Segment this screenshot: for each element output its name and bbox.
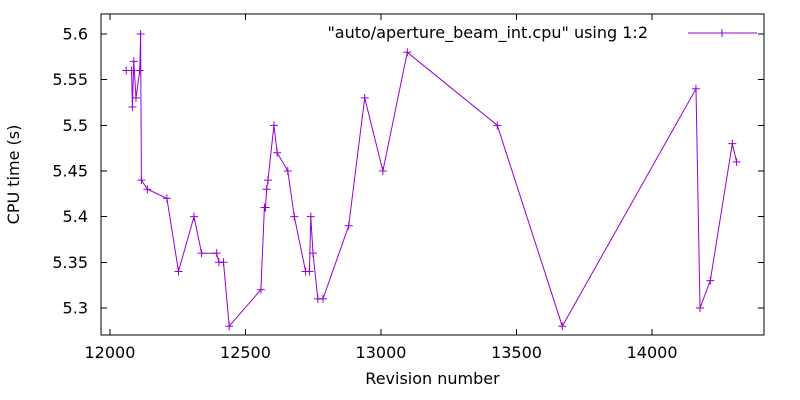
data-point-marker	[261, 203, 270, 212]
data-point-marker	[129, 57, 138, 66]
x-axis: 12000 12500 13000 13500 14000	[84, 14, 678, 362]
data-point-marker	[558, 322, 567, 331]
data-point-marker	[706, 276, 715, 285]
data-point-marker	[728, 139, 737, 148]
y-tick-label: 5.6	[63, 24, 88, 43]
data-point-marker	[308, 249, 317, 258]
data-point-marker	[212, 249, 221, 258]
data-point-marker	[137, 176, 146, 185]
y-tick-label: 5.35	[52, 253, 88, 272]
x-tick-label: 13000	[356, 343, 407, 362]
y-tick-label: 5.45	[52, 161, 88, 180]
plot-border	[100, 13, 765, 336]
data-point-marker	[732, 157, 741, 166]
legend: "auto/aperture_beam_int.cpu" using 1:2	[327, 23, 757, 43]
y-axis-title: CPU time (s)	[4, 125, 23, 225]
data-point-marker	[696, 303, 705, 312]
data-point-marker	[344, 221, 353, 230]
y-tick-label: 5.55	[52, 70, 88, 89]
x-tick-label: 14000	[627, 343, 678, 362]
data-point-marker	[219, 258, 228, 267]
data-point-marker	[127, 66, 136, 75]
data-point-marker	[290, 212, 299, 221]
data-point-marker	[269, 121, 278, 130]
data-point-marker	[318, 294, 327, 303]
data-point-marker	[135, 66, 144, 75]
data-point-marker	[174, 267, 183, 276]
data-point-marker	[143, 185, 152, 194]
data-point-marker	[189, 212, 198, 221]
y-tick-label: 5.5	[63, 116, 88, 135]
legend-sample-marker	[718, 29, 726, 37]
data-point-marker	[493, 121, 502, 130]
x-axis-title: Revision number	[365, 369, 500, 388]
data-point-marker	[262, 185, 271, 194]
y-tick-label: 5.4	[63, 207, 88, 226]
data-point-marker	[162, 194, 171, 203]
y-axis: 5.3 5.35 5.4 5.45 5.5 5.55 5.6	[52, 24, 764, 317]
data-point-marker	[256, 285, 265, 294]
data-point-marker	[403, 48, 412, 57]
data-point-marker	[306, 212, 315, 221]
data-point-marker	[360, 93, 369, 102]
x-tick-label: 13500	[491, 343, 542, 362]
data-series	[122, 29, 741, 331]
x-tick-label: 12500	[220, 343, 271, 362]
data-point-marker	[128, 103, 137, 112]
data-point-marker	[691, 84, 700, 93]
data-point-marker	[263, 176, 272, 185]
data-point-marker	[305, 267, 314, 276]
data-point-marker	[136, 29, 145, 38]
legend-label: "auto/aperture_beam_int.cpu" using 1:2	[327, 23, 648, 43]
data-series-line	[126, 33, 738, 328]
y-tick-label: 5.3	[63, 298, 88, 317]
data-point-marker	[378, 166, 387, 175]
x-tick-label: 12000	[84, 343, 135, 362]
data-point-marker	[273, 148, 282, 157]
data-point-marker	[131, 93, 140, 102]
data-point-marker	[197, 249, 206, 258]
data-point-marker	[283, 166, 292, 175]
data-point-marker	[225, 322, 234, 331]
